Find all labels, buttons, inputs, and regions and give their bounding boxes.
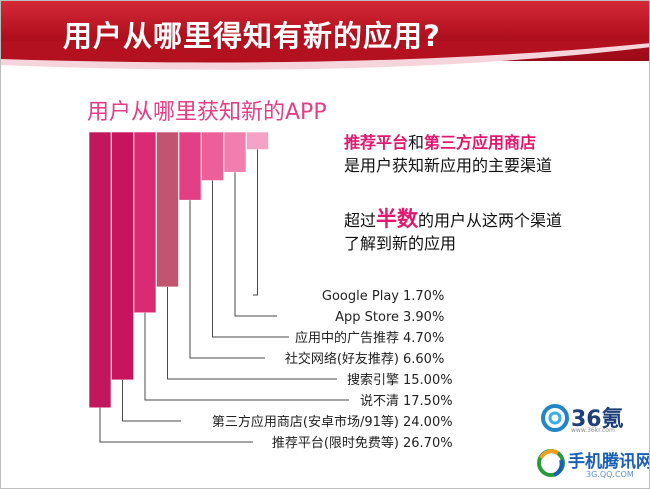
- category-label-2: 第三方应用商店(安卓市场/91等): [212, 414, 399, 430]
- title-swoosh: [1, 41, 649, 70]
- category-labels-group: 推荐平台(限时免费等) 第三方应用商店(安卓市场/91等) 说不清 搜索引擎 社交网络(…: [212, 289, 399, 451]
- value-label-6: 4.70%: [403, 331, 444, 346]
- category-label-8: Google Play: [322, 289, 399, 304]
- category-label-7: App Store: [335, 310, 399, 325]
- bar-3: [133, 131, 157, 314]
- note-line-1: 推荐平台和第三方应用商店: [344, 129, 536, 153]
- leader-line-2: [122, 379, 181, 422]
- leader-line-1: [99, 407, 253, 443]
- logo-qq-text: 手机腾讯网: [568, 452, 650, 472]
- logo-36kr-text: 36氪: [571, 407, 624, 432]
- note-conjunction: 和: [408, 133, 425, 152]
- logo-qq-mark: [537, 449, 565, 477]
- note-highlight-platform: 推荐平台: [344, 133, 409, 152]
- bars-group: [88, 131, 269, 409]
- value-labels-group: 26.70% 24.00% 17.50% 15.00% 6.60% 4.70% 3.90% 1…: [403, 289, 453, 451]
- bar-5: [178, 131, 202, 201]
- logo-36kr-mark: [541, 404, 569, 432]
- note-line-4: 了解到新的应用: [344, 234, 457, 253]
- leader-line-6: [212, 180, 289, 338]
- logo-qq-sub: 3G.QQ.COM: [586, 470, 634, 479]
- category-label-1: 推荐平台(限时免费等): [272, 435, 399, 451]
- value-label-1: 26.70%: [403, 436, 453, 451]
- bar-2: [111, 131, 134, 381]
- bar-7: [223, 131, 247, 173]
- value-label-2: 24.00%: [403, 415, 453, 430]
- bar-1: [88, 131, 112, 409]
- leader-line-4: [167, 286, 337, 380]
- value-label-4: 15.00%: [403, 373, 453, 388]
- page-title: 用户从哪里得知有新的应用?: [63, 19, 441, 53]
- bar-4: [156, 131, 179, 288]
- leader-line-5: [189, 200, 265, 359]
- leader-lines-group: [99, 149, 349, 443]
- category-label-3: 说不清: [360, 394, 399, 409]
- value-label-8: 1.70%: [403, 289, 444, 304]
- note-line-2: 是用户获知新应用的主要渠道: [344, 156, 553, 175]
- logo-qq: 手机腾讯网 3G.QQ.COM: [534, 444, 649, 488]
- value-label-3: 17.50%: [403, 394, 453, 409]
- chart-title: 用户从哪里获知新的APP: [87, 100, 327, 125]
- note-line-3: 超过半数的用户从这两个渠道: [344, 203, 562, 233]
- leader-line-7: [234, 172, 277, 317]
- category-label-5: 社交网络(好友推荐): [285, 351, 399, 367]
- value-label-5: 6.60%: [403, 352, 444, 367]
- note-highlight-half: 半数: [376, 207, 419, 231]
- category-label-6: 应用中的广告推荐: [295, 330, 399, 346]
- category-label-4: 搜索引擎: [347, 373, 399, 388]
- note-users: 的用户从这两个渠道: [418, 211, 563, 230]
- bar-6: [201, 131, 224, 181]
- value-label-7: 3.90%: [403, 310, 444, 325]
- leader-line-8: [253, 149, 258, 296]
- logo-36kr: 36氪 www.36kr.com: [541, 399, 641, 439]
- note-highlight-store: 第三方应用商店: [424, 133, 537, 152]
- bar-8: [246, 131, 269, 150]
- note-over: 超过: [344, 211, 377, 230]
- logo-36kr-sub: www.36kr.com: [571, 427, 615, 434]
- leader-line-3: [144, 312, 349, 401]
